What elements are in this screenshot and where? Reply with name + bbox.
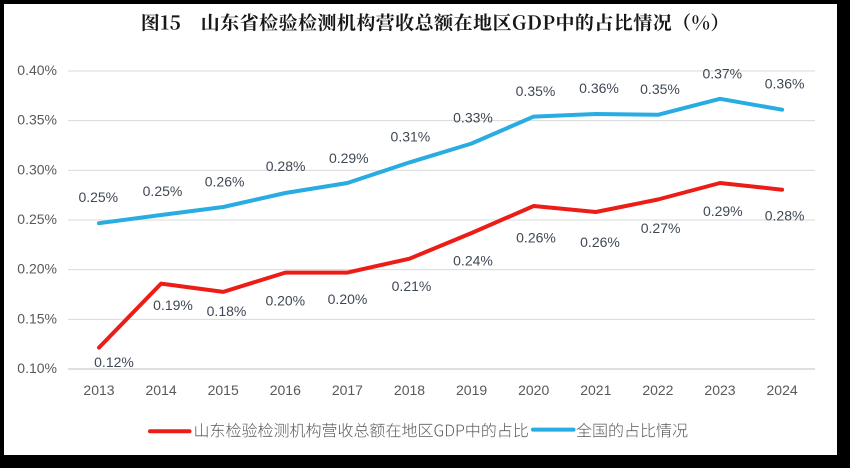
- svg-text:2023: 2023: [704, 382, 735, 398]
- svg-text:0.28%: 0.28%: [765, 208, 805, 224]
- svg-text:0.36%: 0.36%: [579, 80, 619, 96]
- svg-text:2024: 2024: [767, 382, 798, 398]
- svg-text:0.25%: 0.25%: [143, 183, 183, 199]
- svg-text:0.10%: 0.10%: [17, 360, 57, 376]
- svg-text:0.28%: 0.28%: [266, 158, 306, 174]
- svg-text:0.35%: 0.35%: [640, 81, 680, 97]
- svg-text:0.20%: 0.20%: [328, 291, 368, 307]
- svg-text:0.21%: 0.21%: [392, 278, 432, 294]
- svg-text:0.35%: 0.35%: [516, 83, 556, 99]
- svg-text:2013: 2013: [83, 382, 114, 398]
- svg-text:0.29%: 0.29%: [703, 203, 743, 219]
- svg-text:0.31%: 0.31%: [391, 129, 431, 145]
- svg-text:0.40%: 0.40%: [17, 62, 57, 78]
- svg-text:0.26%: 0.26%: [516, 229, 556, 245]
- svg-text:0.33%: 0.33%: [453, 110, 493, 126]
- svg-text:0.26%: 0.26%: [580, 234, 620, 250]
- svg-text:2017: 2017: [332, 382, 363, 398]
- svg-text:2022: 2022: [642, 382, 673, 398]
- svg-text:0.20%: 0.20%: [17, 261, 57, 277]
- svg-text:0.25%: 0.25%: [78, 189, 118, 205]
- svg-text:0.29%: 0.29%: [329, 150, 369, 166]
- svg-text:0.26%: 0.26%: [205, 174, 245, 190]
- svg-text:2018: 2018: [394, 382, 425, 398]
- svg-text:0.25%: 0.25%: [17, 211, 57, 227]
- svg-text:0.19%: 0.19%: [153, 297, 193, 313]
- svg-text:0.12%: 0.12%: [94, 354, 134, 370]
- svg-text:0.35%: 0.35%: [17, 112, 57, 128]
- svg-text:2021: 2021: [580, 382, 611, 398]
- svg-text:2020: 2020: [518, 382, 549, 398]
- svg-text:0.30%: 0.30%: [17, 161, 57, 177]
- svg-text:0.18%: 0.18%: [207, 303, 247, 319]
- svg-text:0.15%: 0.15%: [17, 310, 57, 326]
- svg-text:0.20%: 0.20%: [265, 293, 305, 309]
- svg-text:2014: 2014: [146, 382, 177, 398]
- svg-text:2016: 2016: [270, 382, 301, 398]
- svg-text:0.27%: 0.27%: [641, 220, 681, 236]
- svg-text:0.36%: 0.36%: [765, 76, 805, 92]
- svg-text:2019: 2019: [456, 382, 487, 398]
- svg-text:2015: 2015: [208, 382, 239, 398]
- svg-text:0.24%: 0.24%: [453, 252, 493, 268]
- svg-text:0.37%: 0.37%: [702, 65, 742, 81]
